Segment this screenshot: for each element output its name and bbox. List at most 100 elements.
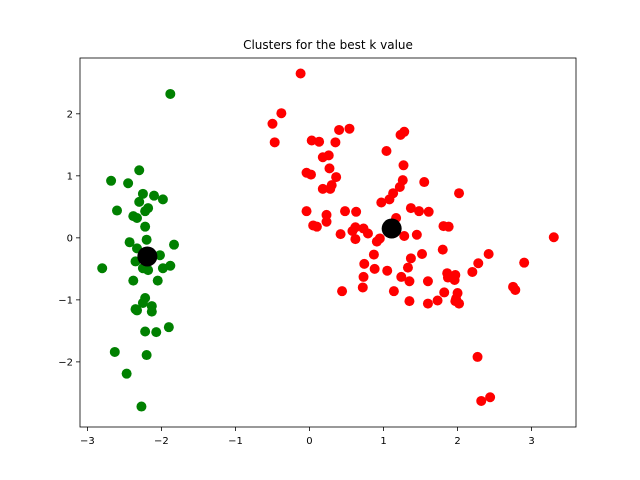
y-tick-label: −1 xyxy=(58,295,73,306)
point-cluster-2-72 xyxy=(449,275,460,286)
point-cluster-2-57 xyxy=(368,249,379,260)
point-cluster-2-66 xyxy=(467,266,478,277)
point-cluster-2-4 xyxy=(269,137,280,148)
point-cluster-2-68 xyxy=(396,271,407,282)
point-cluster-2-83 xyxy=(404,296,415,307)
point-cluster-2-44 xyxy=(335,229,346,240)
point-cluster-2-15 xyxy=(398,160,409,171)
point-cluster-2-30 xyxy=(405,203,416,214)
point-cluster-2-8 xyxy=(395,129,406,140)
point-cluster-1-36 xyxy=(109,346,120,357)
axes: −3 −2 −1 0 1 2 3 −2 −1 0 1 2 xyxy=(58,109,535,447)
point-cluster-2-79 xyxy=(439,287,450,298)
point-cluster-2-76 xyxy=(510,284,521,295)
point-cluster-2-85 xyxy=(422,298,433,309)
point-cluster-2-86 xyxy=(454,298,465,309)
point-cluster-2-31 xyxy=(414,206,425,217)
x-tick-label: −3 xyxy=(80,436,95,447)
point-cluster-2-24 xyxy=(325,183,336,194)
point-cluster-2-2 xyxy=(276,108,287,119)
point-cluster-2-14 xyxy=(381,146,392,157)
point-cluster-2-64 xyxy=(473,258,484,269)
point-cluster-2-43 xyxy=(347,226,358,237)
point-cluster-1-39 xyxy=(136,401,147,412)
point-cluster-2-62 xyxy=(402,262,413,273)
x-tick-label: 3 xyxy=(528,436,534,447)
point-cluster-2-45 xyxy=(362,228,373,239)
point-cluster-2-23 xyxy=(317,183,328,194)
point-cluster-2-47 xyxy=(443,221,454,232)
point-cluster-2-38 xyxy=(321,216,332,227)
point-cluster-1-26 xyxy=(152,275,163,286)
point-cluster-1-19 xyxy=(154,250,165,261)
point-cluster-1-8 xyxy=(157,194,168,205)
point-cluster-1-24 xyxy=(165,260,176,271)
point-cluster-2-6 xyxy=(344,123,355,134)
point-cluster-2-1 xyxy=(295,68,306,79)
point-cluster-2-3 xyxy=(267,118,278,129)
y-tick-label: 1 xyxy=(67,171,73,182)
point-cluster-2-33 xyxy=(301,206,312,217)
y-tick-label: 0 xyxy=(67,233,73,244)
point-cluster-1-31 xyxy=(132,305,143,316)
point-cluster-1-20 xyxy=(97,263,108,274)
point-cluster-2-60 xyxy=(369,263,380,274)
point-cluster-2-87 xyxy=(472,351,483,362)
point-cluster-2-11 xyxy=(330,137,341,148)
point-cluster-1-33 xyxy=(163,322,174,333)
chart-title: Clusters for the best k value xyxy=(243,38,413,52)
point-cluster-1-3 xyxy=(134,165,145,176)
plot-area xyxy=(97,68,559,412)
point-cluster-2-55 xyxy=(417,248,428,259)
point-cluster-2-40 xyxy=(311,221,322,232)
point-cluster-2-61 xyxy=(382,265,393,276)
point-cluster-1-23 xyxy=(143,265,154,276)
point-cluster-2-27 xyxy=(454,188,465,199)
point-cluster-2-9 xyxy=(306,135,317,146)
point-cluster-2-77 xyxy=(337,286,348,297)
point-cluster-2-58 xyxy=(483,248,494,259)
point-cluster-1-32 xyxy=(146,306,157,317)
point-cluster-2-18 xyxy=(305,169,316,180)
point-cluster-2-21 xyxy=(419,177,430,188)
point-cluster-2-56 xyxy=(405,253,416,264)
point-cluster-2-5 xyxy=(334,124,345,135)
point-cluster-1-6 xyxy=(137,188,148,199)
point-cluster-2-53 xyxy=(548,232,559,243)
y-tick-label: −2 xyxy=(58,357,73,368)
centroid-2 xyxy=(381,218,402,239)
point-cluster-2-16 xyxy=(324,163,335,174)
x-tick-label: −1 xyxy=(228,436,243,447)
point-cluster-2-50 xyxy=(350,234,361,245)
point-cluster-1-4 xyxy=(123,178,134,189)
point-cluster-2-48 xyxy=(411,229,422,240)
point-cluster-2-67 xyxy=(358,271,369,282)
point-cluster-1-15 xyxy=(141,234,152,245)
point-cluster-1-5 xyxy=(112,205,123,216)
point-cluster-1-34 xyxy=(140,326,151,337)
x-tick-label: 0 xyxy=(306,436,312,447)
x-tick-label: 2 xyxy=(454,436,460,447)
point-cluster-2-36 xyxy=(351,206,362,217)
axes-frame xyxy=(79,57,577,428)
point-cluster-1-1 xyxy=(165,88,176,99)
point-cluster-1-28 xyxy=(137,297,148,308)
point-cluster-2-65 xyxy=(519,257,530,268)
point-cluster-2-10 xyxy=(314,136,325,147)
point-cluster-2-69 xyxy=(404,276,415,287)
point-cluster-2-35 xyxy=(340,206,351,217)
point-cluster-1-13 xyxy=(132,213,143,224)
point-cluster-2-25 xyxy=(394,181,405,192)
point-cluster-2-28 xyxy=(384,194,395,205)
y-tick-label: 2 xyxy=(67,109,73,120)
point-cluster-2-88 xyxy=(476,395,487,406)
point-cluster-2-78 xyxy=(388,286,399,297)
point-cluster-2-52 xyxy=(371,236,382,247)
point-cluster-1-25 xyxy=(128,275,139,286)
point-cluster-2-89 xyxy=(485,392,496,403)
point-cluster-2-29 xyxy=(376,197,387,208)
point-cluster-2-19 xyxy=(331,172,342,183)
point-cluster-1-9 xyxy=(134,196,145,207)
point-cluster-1-16 xyxy=(124,237,135,248)
